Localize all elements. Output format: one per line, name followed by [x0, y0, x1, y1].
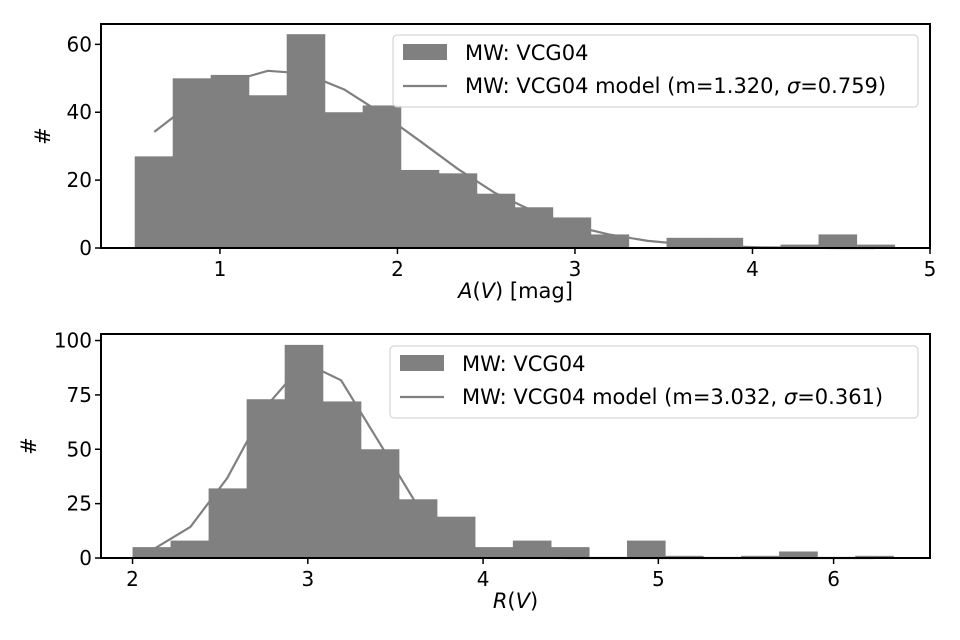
x-tick-label: 4	[746, 257, 759, 281]
histogram-bar	[398, 499, 438, 558]
x-tick-label: 2	[391, 257, 404, 281]
x-tick-label: 6	[827, 567, 840, 591]
histogram-bar	[438, 173, 478, 248]
histogram-bar	[246, 399, 286, 558]
histogram-bar	[286, 34, 326, 249]
histogram-bar	[284, 344, 324, 558]
histogram-bar	[322, 401, 362, 558]
histogram-bar	[132, 547, 172, 558]
legend: MW: VCG04 MW: VCG04 model (m=1.320, σ=0.7…	[392, 34, 919, 108]
histogram-bar	[248, 95, 288, 249]
histogram-bar	[818, 234, 858, 248]
histogram-bar	[362, 105, 402, 248]
legend: MW: VCG04 MW: VCG04 model (m=3.032, σ=0.3…	[389, 345, 919, 419]
y-axis-label: #	[17, 437, 41, 455]
x-tick-label: 5	[652, 567, 665, 591]
histogram-bar	[400, 169, 440, 248]
subplot-2: 2 3 4 5 6 0 25 50 75 100 R(V) # MW: VCG04 MW: VCG04 m…	[17, 329, 931, 613]
legend-box	[392, 34, 919, 108]
histogram-bar	[474, 547, 514, 558]
histogram-bar	[476, 193, 516, 248]
x-tick-label: 1	[214, 257, 227, 281]
legend-box	[389, 345, 919, 419]
histogram-bar	[550, 547, 590, 558]
x-tick-label: 3	[301, 567, 314, 591]
y-tick-label: 0	[79, 546, 92, 570]
histogram-bar	[552, 217, 592, 248]
y-tick-label: 100	[54, 329, 92, 353]
y-tick-label: 60	[67, 32, 92, 56]
legend-entry-model: MW: VCG04 model (m=1.320, σ=0.759)	[465, 74, 886, 98]
histogram-bar	[360, 449, 400, 558]
histogram-bar	[208, 488, 248, 558]
histogram-bar	[626, 540, 666, 558]
histogram-bar	[855, 555, 894, 558]
histogram-bar	[170, 540, 210, 558]
histogram-bar	[436, 516, 476, 558]
y-tick-label: 40	[67, 100, 92, 124]
histogram-bar	[512, 540, 552, 558]
y-tick-label: 25	[67, 492, 92, 516]
histogram-bar	[514, 207, 554, 248]
histogram-bar	[666, 237, 706, 248]
y-tick-label: 75	[67, 383, 92, 407]
x-tick-label: 3	[569, 257, 582, 281]
y-axis-label: #	[31, 127, 55, 145]
histogram-bar	[779, 551, 818, 558]
legend-swatch-histogram	[403, 44, 447, 60]
x-axis-label: A(V) [mag]	[456, 279, 573, 303]
legend-entry-histogram: MW: VCG04	[462, 352, 585, 376]
x-tick-label: 2	[126, 567, 139, 591]
histogram-bar	[856, 244, 896, 248]
legend-entry-histogram: MW: VCG04	[465, 41, 588, 65]
y-tick-label: 0	[79, 236, 92, 260]
histogram-bar	[134, 156, 174, 248]
y-tick-label: 50	[67, 437, 92, 461]
plot-frame	[100, 23, 931, 249]
legend-swatch-histogram	[400, 355, 444, 371]
y-tick-label: 20	[67, 168, 92, 192]
histogram-bar	[704, 237, 744, 248]
legend-entry-model: MW: VCG04 model (m=3.032, σ=0.361)	[462, 385, 883, 409]
histogram-bar	[172, 78, 212, 248]
histogram-bar	[590, 234, 630, 248]
x-tick-label: 5	[924, 257, 937, 281]
histogram-bar	[780, 244, 820, 248]
x-axis-label: R(V)	[493, 589, 538, 613]
x-tick-label: 4	[477, 567, 490, 591]
histogram-bar	[324, 112, 364, 249]
plot-frame	[100, 333, 931, 559]
histogram-bar	[210, 74, 250, 248]
